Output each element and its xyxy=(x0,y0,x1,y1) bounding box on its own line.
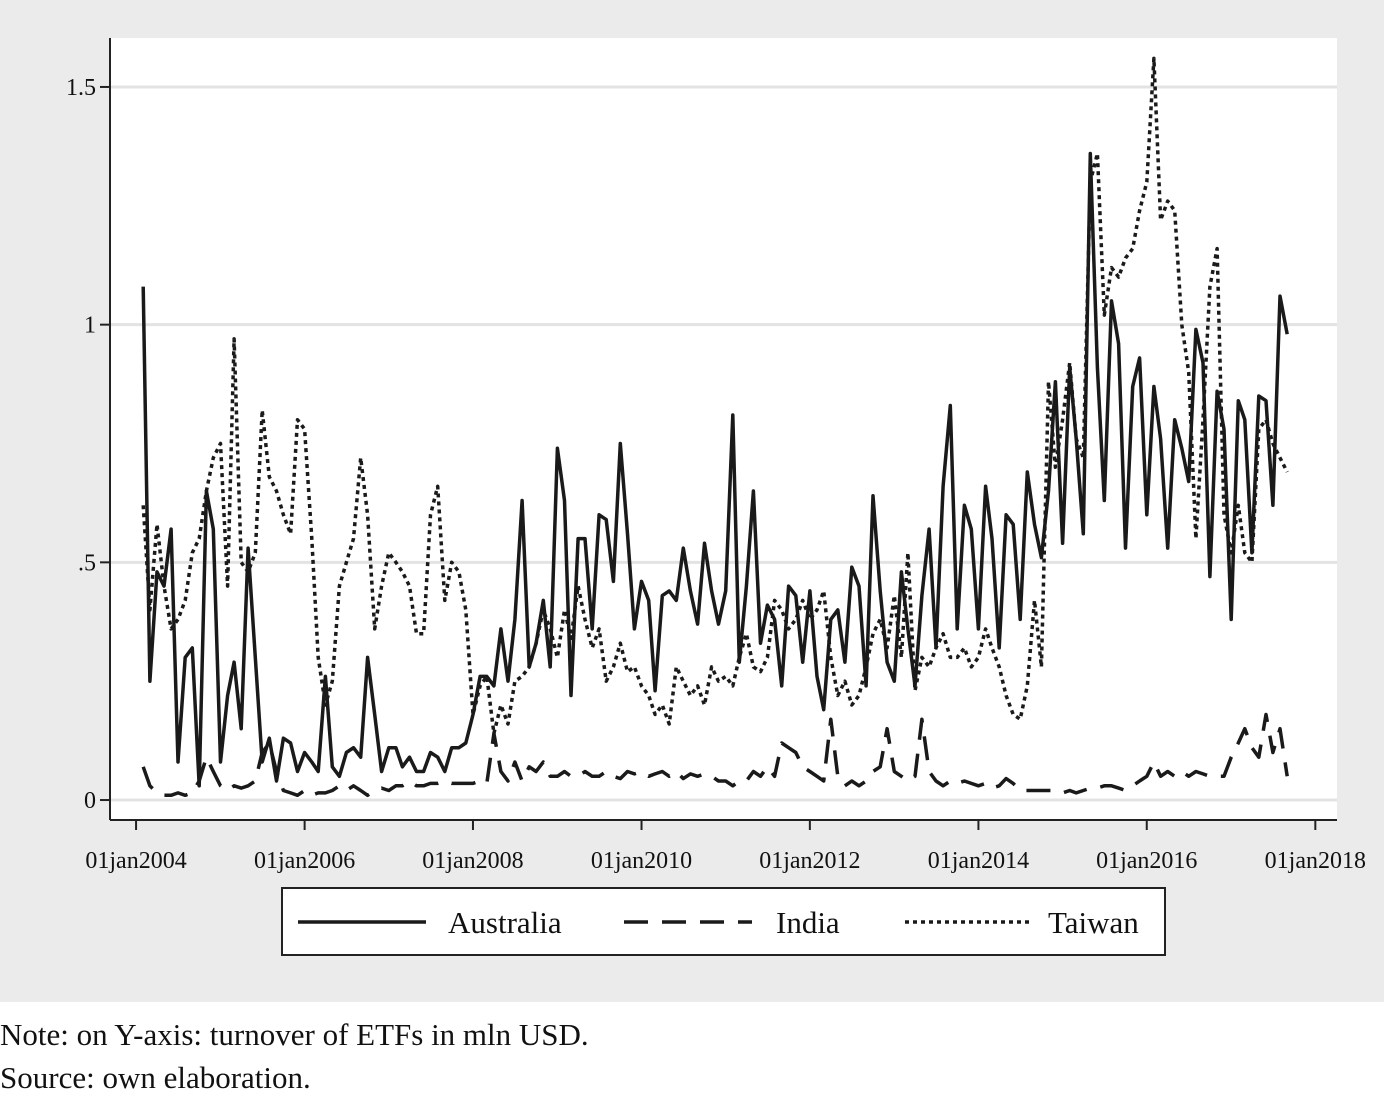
y-tick-label: 1 xyxy=(84,313,96,339)
x-tick-label: 01jan2014 xyxy=(928,848,1029,874)
series-line xyxy=(141,712,1289,798)
x-tick-label: 01jan2008 xyxy=(422,848,523,874)
x-tick-label: 01jan2012 xyxy=(759,848,860,874)
legend-label: Taiwan xyxy=(1048,905,1139,940)
x-tick-label: 01jan2006 xyxy=(254,848,355,874)
source: Source: own elaboration. xyxy=(0,1060,311,1095)
y-tick-label: 1.5 xyxy=(66,75,96,101)
legend-label: Australia xyxy=(448,905,562,940)
x-tick-label: 01jan2016 xyxy=(1096,848,1197,874)
x-tick-label: 01jan2004 xyxy=(85,848,186,874)
y-tick-label: 0 xyxy=(84,788,96,814)
y-tick-label: .5 xyxy=(78,550,96,576)
x-tick-label: 01jan2010 xyxy=(591,848,692,874)
x-tick-label: 01jan2018 xyxy=(1265,848,1366,874)
series-line xyxy=(141,151,1289,788)
legend-label: India xyxy=(776,905,840,940)
series-line xyxy=(141,56,1289,736)
note: Note: on Y-axis: turnover of ETFs in mln… xyxy=(0,1017,589,1052)
